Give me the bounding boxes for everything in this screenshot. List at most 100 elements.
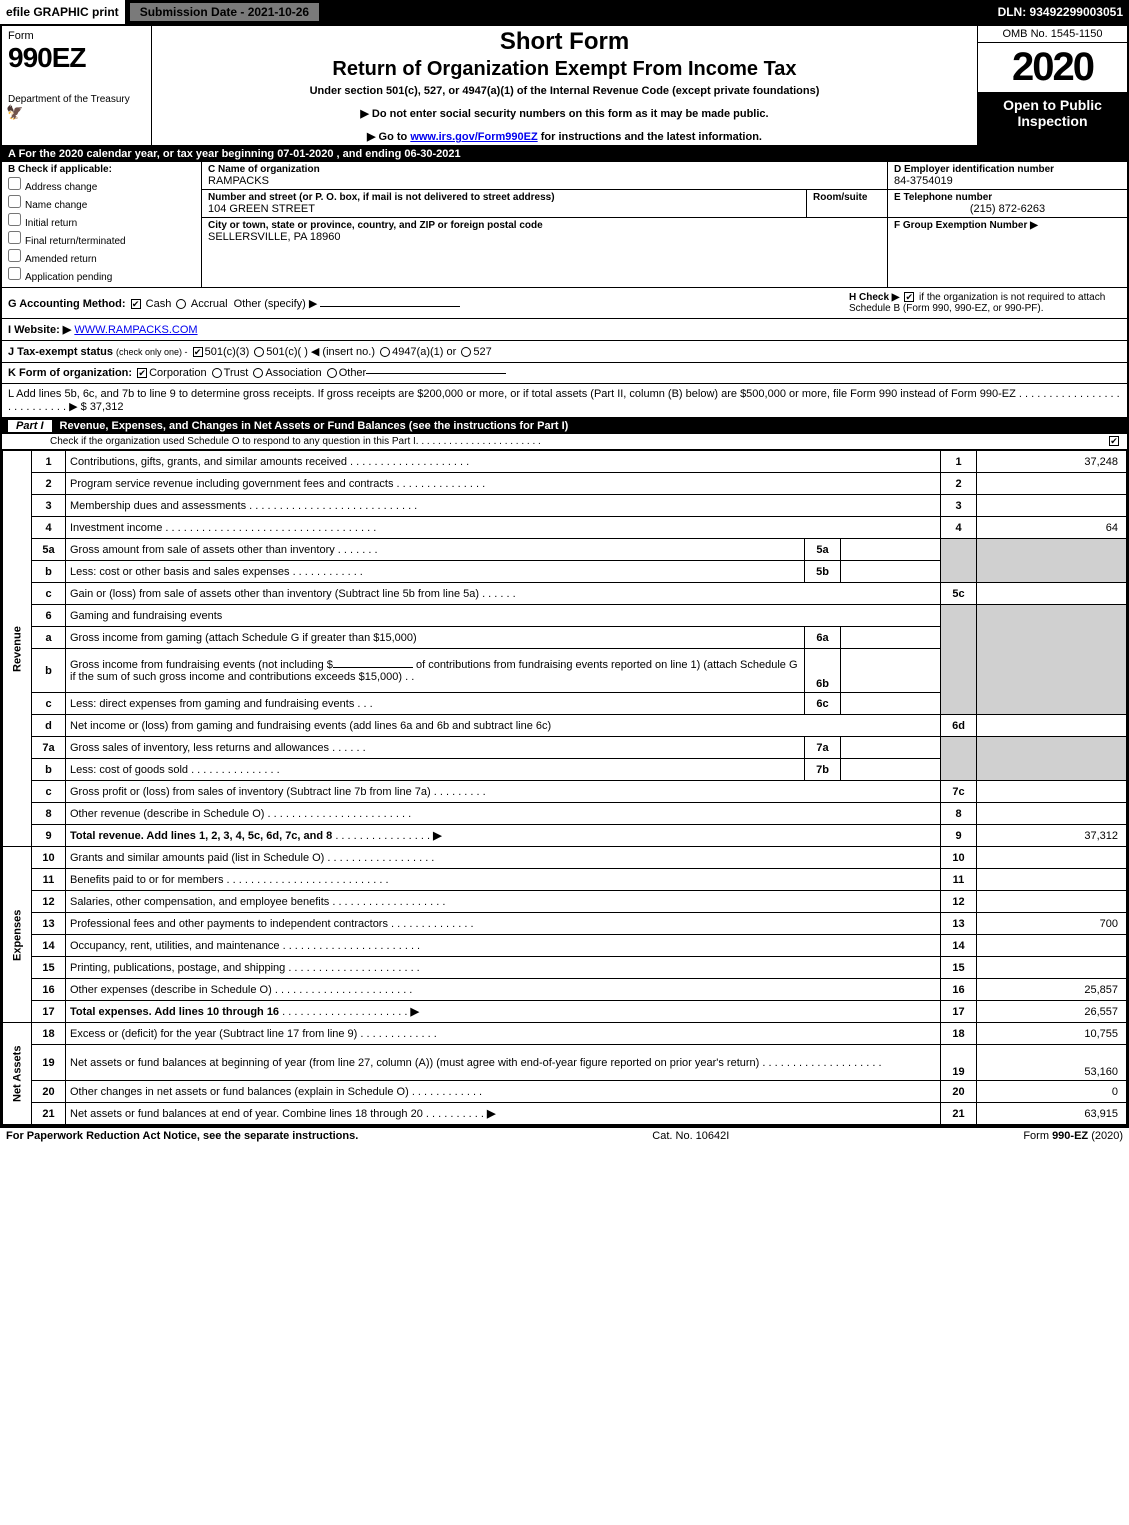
l1-ln: 1 <box>941 451 977 473</box>
accrual-label: Accrual <box>191 298 228 310</box>
c-label: C Name of organization <box>208 164 881 175</box>
other-org-radio[interactable] <box>327 368 337 378</box>
cash-checkbox[interactable] <box>131 299 141 309</box>
assoc-radio[interactable] <box>253 368 263 378</box>
501c-label: 501(c)( ) ◀ (insert no.) <box>266 345 375 358</box>
l1-num: 1 <box>32 451 66 473</box>
l15-amt <box>977 957 1127 979</box>
l14-ln: 14 <box>941 935 977 957</box>
l16-num: 16 <box>32 979 66 1001</box>
l20-num: 20 <box>32 1081 66 1103</box>
group-exemption-row: F Group Exemption Number ▶ <box>888 218 1127 287</box>
accrual-radio[interactable] <box>176 299 186 309</box>
l-text: L Add lines 5b, 6c, and 7b to line 9 to … <box>8 388 1016 400</box>
l15-num: 15 <box>32 957 66 979</box>
l7ab-grey-amt <box>977 737 1127 781</box>
schedule-o-checkbox[interactable] <box>1109 436 1119 446</box>
line-18: Net Assets 18 Excess or (deficit) for th… <box>3 1023 1127 1045</box>
l18-desc: Excess or (deficit) for the year (Subtra… <box>70 1028 357 1040</box>
check-name-change[interactable]: Name change <box>8 195 195 211</box>
trust-radio[interactable] <box>212 368 222 378</box>
check-amended-return[interactable]: Amended return <box>8 249 195 265</box>
website-link[interactable]: WWW.RAMPACKS.COM <box>74 324 197 336</box>
l6b-val[interactable] <box>841 649 941 693</box>
l6a-num: a <box>32 627 66 649</box>
l7a-desc: Gross sales of inventory, less returns a… <box>70 742 329 754</box>
check-application-pending[interactable]: Application pending <box>8 267 195 283</box>
lines-table: Revenue 1 Contributions, gifts, grants, … <box>2 450 1127 1125</box>
l16-ln: 16 <box>941 979 977 1001</box>
h-checkbox[interactable] <box>904 292 914 302</box>
street-label: Number and street (or P. O. box, if mail… <box>208 192 800 203</box>
ein-value: 84-3754019 <box>894 175 1121 187</box>
org-name-row: C Name of organization RAMPACKS <box>202 162 887 190</box>
501c-radio[interactable] <box>254 347 264 357</box>
l5a-num: 5a <box>32 539 66 561</box>
l19-num: 19 <box>32 1045 66 1081</box>
org-name: RAMPACKS <box>208 175 881 187</box>
expenses-label: Expenses <box>3 847 32 1023</box>
line-11: 11 Benefits paid to or for members . . .… <box>3 869 1127 891</box>
check-final-return[interactable]: Final return/terminated <box>8 231 195 247</box>
l4-ln: 4 <box>941 517 977 539</box>
top-bar: efile GRAPHIC print Submission Date - 20… <box>0 0 1129 24</box>
l2-desc: Program service revenue including govern… <box>70 478 393 490</box>
l5b-sl: 5b <box>805 561 841 583</box>
l3-amt <box>977 495 1127 517</box>
omb-number: OMB No. 1545-1150 <box>978 26 1127 43</box>
l9-ln: 9 <box>941 825 977 847</box>
treasury-seal-icon: 🦅 <box>6 104 23 121</box>
section-a-bar: A For the 2020 calendar year, or tax yea… <box>2 146 1127 162</box>
l6a-sl: 6a <box>805 627 841 649</box>
line-6d: d Net income or (loss) from gaming and f… <box>3 715 1127 737</box>
l6c-sl: 6c <box>805 693 841 715</box>
department-label: Department of the Treasury <box>8 94 145 105</box>
l6b-blank[interactable] <box>333 667 413 668</box>
short-form-title: Short Form <box>158 28 971 56</box>
b-title: B Check if applicable: <box>8 164 195 175</box>
l9-desc: Total revenue. Add lines 1, 2, 3, 4, 5c,… <box>70 830 332 842</box>
header-right: OMB No. 1545-1150 2020 Open to Public In… <box>977 26 1127 145</box>
dln-label: DLN: 93492299003051 <box>998 5 1129 19</box>
l7a-val[interactable] <box>841 737 941 759</box>
l8-desc: Other revenue (describe in Schedule O) <box>70 808 264 820</box>
l13-ln: 13 <box>941 913 977 935</box>
goto-post: for instructions and the latest informat… <box>538 131 762 143</box>
l7b-num: b <box>32 759 66 781</box>
l5a-sl: 5a <box>805 539 841 561</box>
l5b-val[interactable] <box>841 561 941 583</box>
form-number: 990EZ <box>8 42 145 74</box>
other-specify-input[interactable] <box>320 306 460 307</box>
4947-radio[interactable] <box>380 347 390 357</box>
l6a-val[interactable] <box>841 627 941 649</box>
l17-arrow: ▶ <box>410 1006 418 1018</box>
527-radio[interactable] <box>461 347 471 357</box>
corp-checkbox[interactable] <box>137 368 147 378</box>
4947-label: 4947(a)(1) or <box>392 346 456 358</box>
l1-amt: 37,248 <box>977 451 1127 473</box>
l7b-val[interactable] <box>841 759 941 781</box>
efile-label[interactable]: efile GRAPHIC print <box>0 0 125 24</box>
footer-pre: Form <box>1023 1130 1052 1142</box>
submission-date-button[interactable]: Submission Date - 2021-10-26 <box>129 2 320 22</box>
check-initial-return[interactable]: Initial return <box>8 213 195 229</box>
l-gross-receipts-row: L Add lines 5b, 6c, and 7b to line 9 to … <box>2 384 1127 418</box>
line-16: 16 Other expenses (describe in Schedule … <box>3 979 1127 1001</box>
line-7a: 7a Gross sales of inventory, less return… <box>3 737 1127 759</box>
l21-amt: 63,915 <box>977 1103 1127 1125</box>
l6b-desc: Gross income from fundraising events (no… <box>70 659 333 671</box>
l6d-ln: 6d <box>941 715 977 737</box>
check-address-change[interactable]: Address change <box>8 177 195 193</box>
l6c-val[interactable] <box>841 693 941 715</box>
line-17: 17 Total expenses. Add lines 10 through … <box>3 1001 1127 1023</box>
other-org-input[interactable] <box>366 373 506 374</box>
l9-arrow: ▶ <box>433 830 441 842</box>
501c3-checkbox[interactable] <box>193 347 203 357</box>
l6b-num: b <box>32 649 66 693</box>
goto-note: ▶ Go to www.irs.gov/Form990EZ for instru… <box>158 130 971 143</box>
l5a-val[interactable] <box>841 539 941 561</box>
d-label: D Employer identification number <box>894 164 1121 175</box>
l11-amt <box>977 869 1127 891</box>
l3-num: 3 <box>32 495 66 517</box>
irs-link[interactable]: www.irs.gov/Form990EZ <box>410 131 537 143</box>
